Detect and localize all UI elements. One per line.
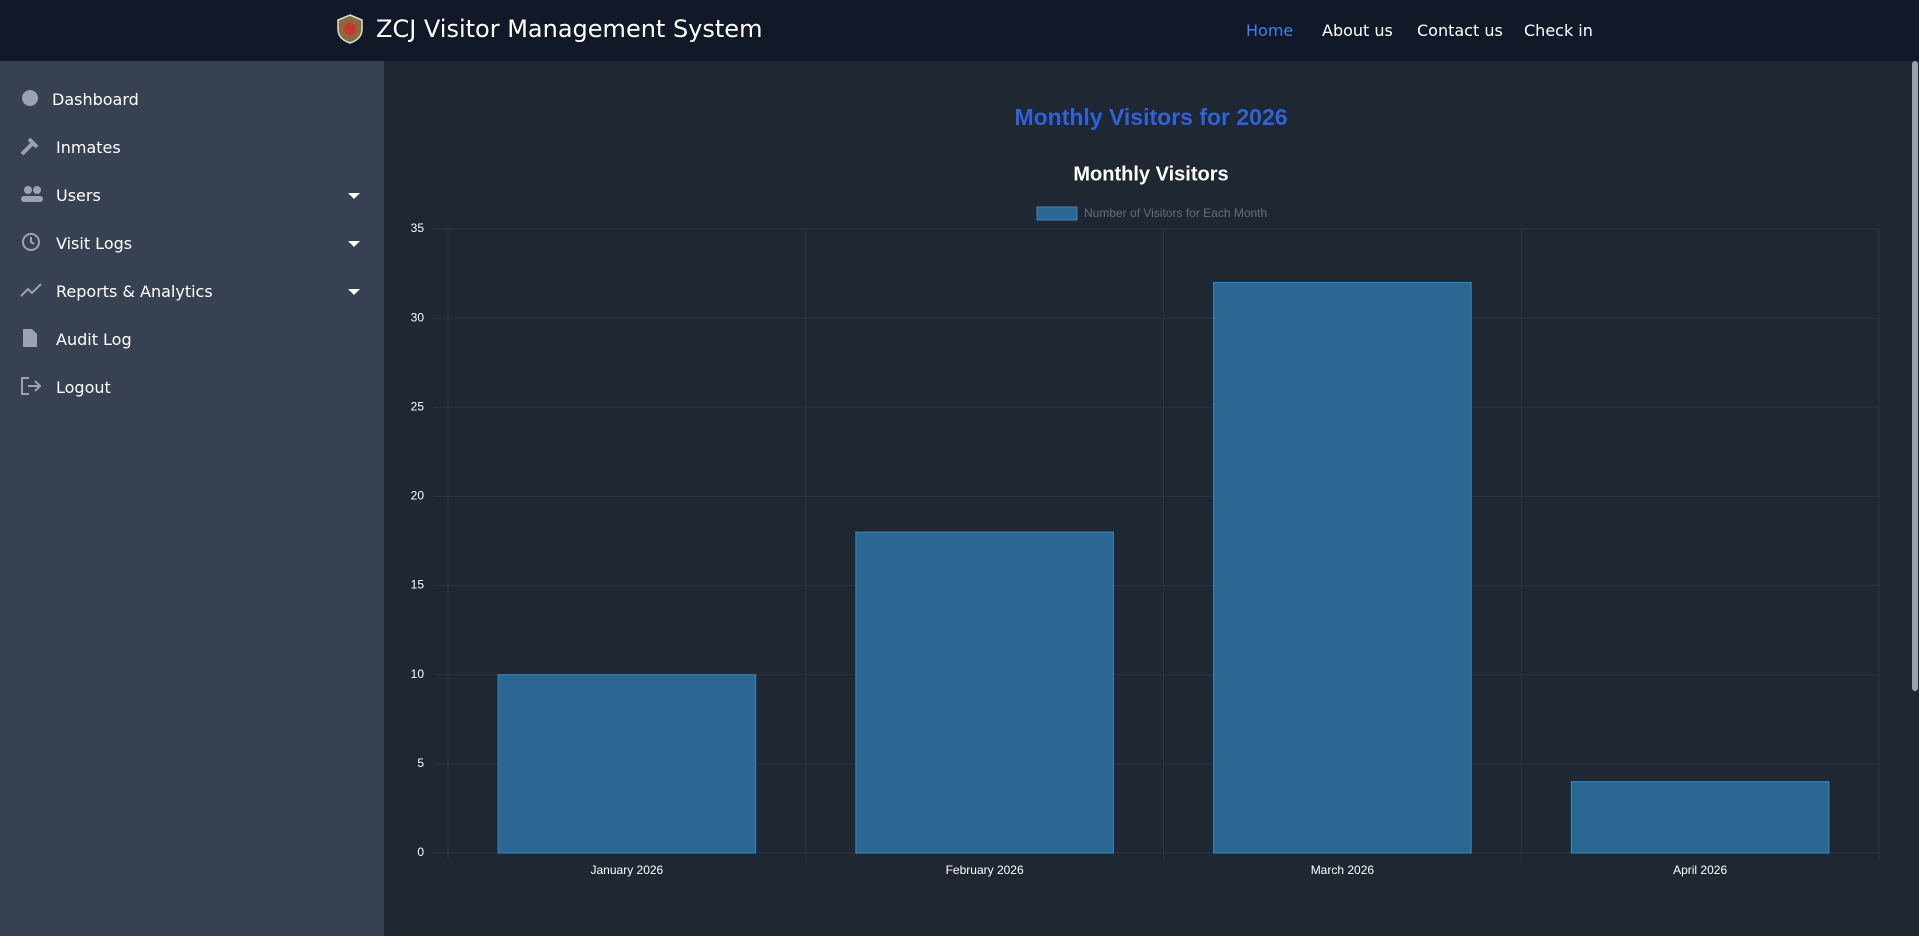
nav-link[interactable]: About us <box>1322 21 1393 40</box>
menu-item[interactable]: Logout <box>0 367 384 407</box>
menu-label: Inmates <box>56 138 121 157</box>
icon <box>22 90 38 106</box>
y-tick-label: 20 <box>411 489 425 503</box>
y-tick-label: 0 <box>417 845 424 859</box>
menu-item[interactable]: Reports & Analytics <box>0 271 384 311</box>
legend-label: Number of Visitors for Each Month <box>1084 206 1267 220</box>
caret <box>348 241 360 247</box>
logo <box>337 14 363 44</box>
menu-label: Dashboard <box>52 90 139 109</box>
bar <box>1570 781 1830 854</box>
icon <box>21 186 43 202</box>
menu-item[interactable]: Audit Log <box>0 319 384 359</box>
icon <box>20 283 42 297</box>
menu-item[interactable]: Dashboard <box>0 79 384 119</box>
x-tick-label: February 2026 <box>946 863 1024 877</box>
menu-label: Visit Logs <box>56 234 133 253</box>
menu-label: Audit Log <box>56 330 132 349</box>
x-tick-label: April 2026 <box>1673 863 1727 877</box>
app-title: ZCJ Visitor Management System <box>376 15 763 43</box>
menu-item[interactable]: Inmates <box>0 127 384 167</box>
bar <box>497 674 757 854</box>
icon <box>22 233 40 251</box>
page-title: Monthly Visitors for 2026 <box>1014 104 1287 130</box>
y-tick-label: 30 <box>411 310 425 324</box>
menu-label: Reports & Analytics <box>56 282 213 301</box>
y-tick-label: 35 <box>411 221 425 235</box>
chart-title: Monthly Visitors <box>1073 163 1228 185</box>
top-bar: ZCJ Visitor Management System Home About… <box>0 0 1919 61</box>
y-tick-label: 5 <box>417 756 424 770</box>
nav-link[interactable]: Contact us <box>1417 21 1503 40</box>
x-tick-label: January 2026 <box>591 863 664 877</box>
icon <box>20 137 39 156</box>
menu-label: Logout <box>56 378 111 397</box>
bar <box>1213 281 1472 854</box>
menu-label: Users <box>56 186 101 205</box>
legend-swatch <box>1036 206 1078 221</box>
chart: Monthly Visitors for 2026 Monthly Visito… <box>411 104 1880 877</box>
y-tick-label: 10 <box>411 667 425 681</box>
scrollbar <box>1912 61 1918 691</box>
sidebar: Dashboard Inmates Users Visit Logs Repor… <box>0 61 384 936</box>
menu-item[interactable]: Visit Logs <box>0 223 384 263</box>
bar <box>855 531 1114 854</box>
y-tick-label: 15 <box>411 578 425 592</box>
nav-link[interactable]: Home <box>1246 21 1294 40</box>
x-tick-label: March 2026 <box>1311 863 1375 877</box>
icon <box>21 377 42 395</box>
nav-link[interactable]: Check in <box>1524 21 1593 40</box>
menu-item[interactable]: Users <box>0 175 384 215</box>
icon <box>23 329 37 347</box>
caret <box>348 193 360 199</box>
y-tick-label: 25 <box>411 399 425 413</box>
caret <box>348 289 360 295</box>
